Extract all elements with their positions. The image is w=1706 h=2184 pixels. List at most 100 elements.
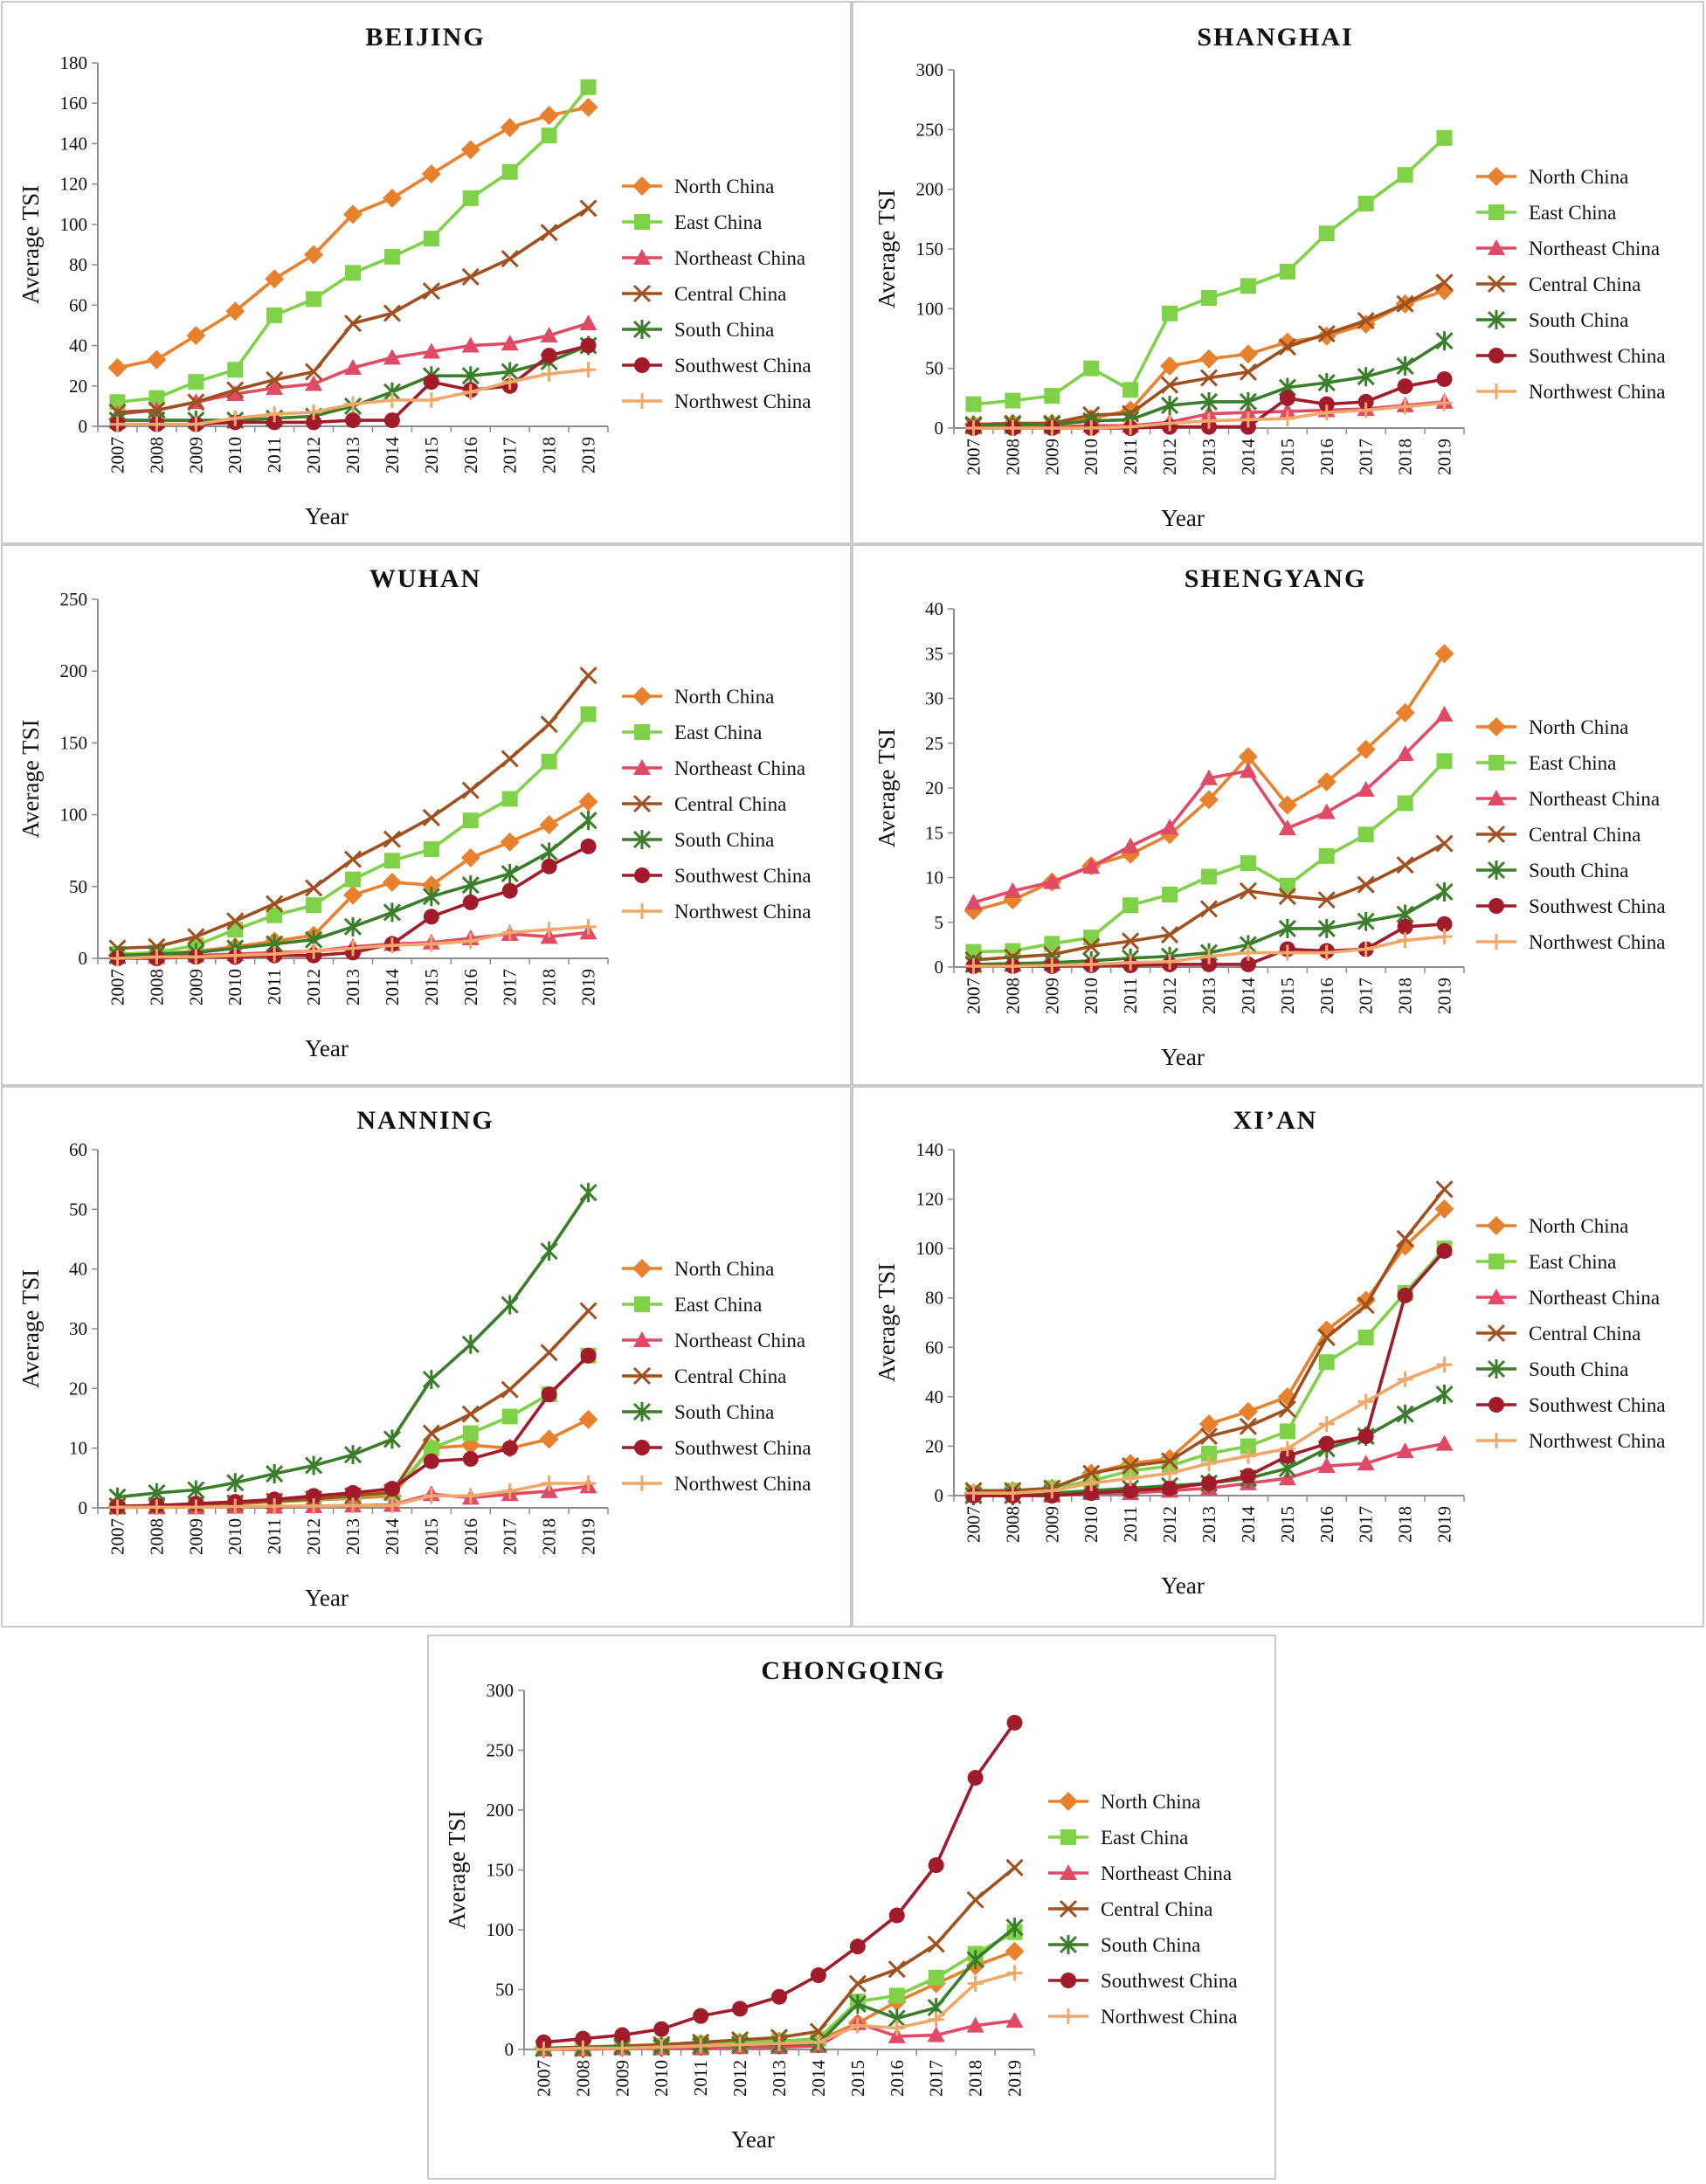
series-line <box>117 1354 590 1509</box>
legend-item-north-china: North China <box>1476 1215 1628 1237</box>
series-central-china <box>108 199 597 421</box>
x-tick-label: 2014 <box>1238 1506 1259 1544</box>
x-tick-label: 2018 <box>965 2060 986 2097</box>
point-circle <box>1397 378 1413 395</box>
series-south-china <box>108 1183 597 1507</box>
point-plus <box>1083 1475 1100 1491</box>
point-x <box>1239 881 1257 900</box>
y-tick-label: 100 <box>60 214 88 235</box>
x-tick-label: 2010 <box>651 2060 672 2097</box>
x-tick-label: 2008 <box>146 437 167 473</box>
point-star <box>540 842 558 862</box>
point-x <box>632 284 652 303</box>
point-triangle <box>1005 2012 1024 2028</box>
point-star <box>343 1445 363 1465</box>
legend-label: Northwest China <box>1529 1430 1666 1452</box>
point-plus <box>1436 395 1453 411</box>
legend-label: Northwest China <box>674 390 812 412</box>
point-x <box>1487 274 1506 294</box>
point-diamond <box>460 140 480 160</box>
point-square <box>634 214 650 230</box>
point-square <box>1201 868 1217 885</box>
point-plus <box>109 416 126 432</box>
point-square <box>1318 1354 1335 1371</box>
point-plus <box>965 420 982 436</box>
x-axis-label: Year <box>305 503 349 529</box>
x-tick-label: 2019 <box>578 969 599 1006</box>
point-x <box>305 879 323 897</box>
y-tick-label: 200 <box>916 179 944 200</box>
legend-label: East China <box>1529 752 1616 774</box>
legend-item-east-china: East China <box>1476 752 1616 774</box>
y-tick-label: 25 <box>925 733 943 754</box>
legend-item-southwest-china: Southwest China <box>1476 345 1666 367</box>
series-northwest-china <box>109 362 597 432</box>
x-tick-label: 2008 <box>572 2060 593 2097</box>
point-triangle <box>1317 803 1336 819</box>
y-tick-label: 20 <box>925 1435 943 1456</box>
point-star <box>461 875 480 895</box>
y-tick-label: 50 <box>925 358 943 379</box>
point-circle <box>580 337 597 354</box>
point-triangle <box>344 358 362 375</box>
point-circle <box>306 414 322 431</box>
point-x <box>226 912 245 930</box>
x-tick-label: 2014 <box>1238 978 1259 1015</box>
point-diamond <box>421 164 441 184</box>
point-plus <box>1279 944 1295 961</box>
point-plus <box>1122 1470 1139 1487</box>
point-plus <box>1357 1393 1374 1410</box>
point-plus <box>1397 398 1413 415</box>
point-triangle <box>305 375 323 391</box>
point-plus <box>148 1499 165 1516</box>
y-tick-label: 100 <box>60 805 88 826</box>
point-triangle <box>1200 404 1218 421</box>
y-tick-label: 5 <box>935 912 944 933</box>
point-triangle <box>461 336 480 353</box>
point-triangle <box>1278 402 1296 418</box>
x-tick-label: 2009 <box>1041 978 1062 1014</box>
point-x <box>1199 900 1219 918</box>
point-x <box>1317 1328 1336 1347</box>
point-plus <box>614 2040 631 2056</box>
point-plus <box>1083 420 1100 436</box>
point-diamond <box>382 188 402 208</box>
y-tick-label: 60 <box>69 294 87 315</box>
point-circle <box>1357 1428 1374 1445</box>
legend-label: Northeast China <box>1529 238 1660 259</box>
point-x <box>226 381 245 399</box>
point-x <box>1161 1452 1179 1470</box>
y-tick-label: 160 <box>60 93 88 114</box>
x-tick-label: 2010 <box>224 1518 245 1555</box>
point-square <box>1318 225 1335 242</box>
x-tick-label: 2015 <box>1277 439 1298 475</box>
point-star <box>966 1950 984 1970</box>
x-tick-label: 2011 <box>690 2060 711 2096</box>
legend-label: Northeast China <box>1529 788 1660 810</box>
series-line <box>973 760 1446 954</box>
series-east-china <box>965 129 1453 412</box>
point-circle <box>580 838 597 854</box>
point-triangle <box>579 314 597 331</box>
panel-frame <box>1 1086 852 1628</box>
y-tick-label: 50 <box>69 876 87 897</box>
point-diamond <box>1160 356 1180 376</box>
x-tick-label: 2010 <box>1081 439 1102 475</box>
point-square <box>345 265 361 281</box>
point-plus <box>227 1498 244 1515</box>
point-plus <box>306 1497 322 1514</box>
point-circle <box>1318 1435 1335 1452</box>
point-x <box>1487 1324 1506 1343</box>
legend-label: South China <box>674 829 774 851</box>
point-circle <box>383 1481 400 1497</box>
point-x <box>927 1935 945 1953</box>
point-square <box>1436 129 1453 146</box>
point-diamond <box>1199 790 1219 810</box>
point-square <box>423 231 439 247</box>
point-square <box>1397 167 1413 183</box>
point-diamond <box>1487 1216 1506 1235</box>
legend-item-east-china: East China <box>1476 202 1616 224</box>
legend-label: North China <box>674 176 774 197</box>
x-tick-label: 2012 <box>303 969 324 1006</box>
point-plus <box>501 924 518 941</box>
